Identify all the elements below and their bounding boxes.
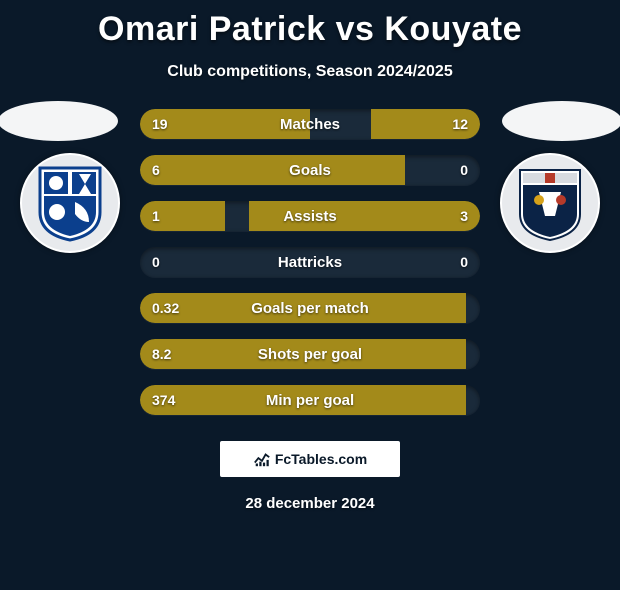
stat-value-left: 0 [152,247,160,277]
crest-left [20,153,120,253]
stat-label: Hattricks [140,247,480,277]
base-ellipse-right [502,101,620,141]
stat-row: Shots per goal8.2 [140,339,480,369]
stat-row: Min per goal374 [140,385,480,415]
base-ellipse-left [0,101,118,141]
bar-fill-right [249,201,480,231]
shield-icon [35,164,105,242]
chart-icon [253,450,271,468]
stat-bars: Matches1912Goals60Assists13Hattricks00Go… [140,109,480,415]
stat-row: Matches1912 [140,109,480,139]
stat-row: Hattricks0 0 [140,247,480,277]
comparison-arena: Matches1912Goals60Assists13Hattricks00Go… [0,109,620,415]
bar-fill-left [140,293,466,323]
bar-fill-left [140,155,405,185]
stat-row: Assists13 [140,201,480,231]
page-title: Omari Patrick vs Kouyate [0,10,620,49]
bar-fill-left [140,339,466,369]
stat-row: Goals per match0.32 [140,293,480,323]
brand-text: FcTables.com [275,451,367,467]
crest-right [500,153,600,253]
stat-row: Goals60 [140,155,480,185]
shield-icon [515,164,585,242]
date: 28 december 2024 [0,495,620,512]
bar-fill-left [140,109,310,139]
bar-fill-right [371,109,480,139]
stat-value-right: 0 [460,155,468,185]
subtitle: Club competitions, Season 2024/2025 [0,63,620,81]
brand-box[interactable]: FcTables.com [220,441,400,477]
stat-value-right: 0 [460,247,468,277]
bar-fill-left [140,201,225,231]
bar-fill-left [140,385,466,415]
